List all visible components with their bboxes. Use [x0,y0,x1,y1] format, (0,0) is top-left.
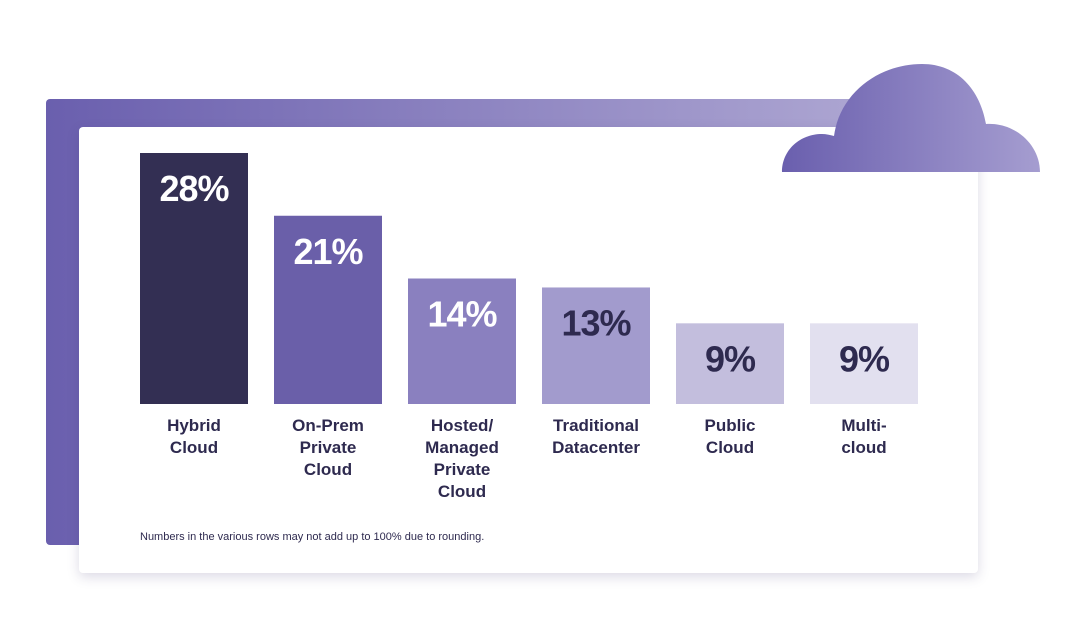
bar-value-label-6: 9% [839,338,890,379]
bar-5 [676,323,784,404]
bars-group [140,153,918,404]
bar-2 [274,215,382,404]
category-label-line: Traditional [553,416,639,435]
category-label-2: On-Prem Private Cloud [292,416,364,479]
category-label-5: Public Cloud [704,416,755,457]
value-labels-group: 28% 21% 14% 13% 9% 9% [159,168,891,379]
bar-value-label-1: 28% [159,168,229,209]
category-label-line: Hybrid [167,416,221,435]
category-label-line: Cloud [438,482,486,501]
bar-value-label-4: 13% [561,302,631,343]
bar-value-label-2: 21% [293,231,363,272]
category-label-line: Multi- [841,416,886,435]
category-label-line: Cloud [304,460,352,479]
category-label-line: Private [300,438,357,457]
category-label-3: Hosted/Managed Private Cloud [425,416,499,501]
category-label-line: Datacenter [552,438,640,457]
bar-6 [810,323,918,404]
category-label-line: Hosted/ [431,416,494,435]
bar-value-label-3: 14% [427,294,497,335]
category-label-1: Hybrid Cloud [167,416,221,457]
category-label-line: Cloud [170,438,218,457]
bar-4 [542,287,650,404]
footnote: Numbers in the various rows may not add … [140,531,485,543]
bar-3 [408,278,516,404]
category-label-4: Traditional Datacenter [552,416,640,457]
category-label-line: Cloud [706,438,754,457]
category-label-line: Private [434,460,491,479]
category-label-line: cloud [841,438,886,457]
category-label-line: Public [704,416,755,435]
category-label-line: On-Prem [292,416,364,435]
category-label-6: Multi-cloud [841,416,886,457]
category-label-line: Managed [425,438,499,457]
bar-1 [140,153,248,404]
cloud-icon [782,64,1040,172]
bar-value-label-5: 9% [705,338,756,379]
